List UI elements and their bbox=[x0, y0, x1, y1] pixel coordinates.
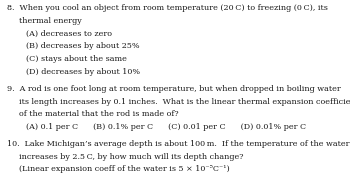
Text: (Linear expansion coeff of the water is 5 × 10⁻⁵C⁻¹): (Linear expansion coeff of the water is … bbox=[19, 165, 230, 173]
Text: 8.  When you cool an object from room temperature (20 C) to freezing (0 C), its: 8. When you cool an object from room tem… bbox=[7, 4, 328, 12]
Text: of the material that the rod is made of?: of the material that the rod is made of? bbox=[19, 110, 179, 118]
Text: (C) stays about the same: (C) stays about the same bbox=[26, 55, 127, 63]
Text: 10.  Lake Michigan’s average depth is about 100 m.  If the temperature of the wa: 10. Lake Michigan’s average depth is abo… bbox=[7, 140, 350, 148]
Text: (D) decreases by about 10%: (D) decreases by about 10% bbox=[26, 68, 140, 76]
Text: (A) decreases to zero: (A) decreases to zero bbox=[26, 30, 112, 38]
Text: (B) decreases by about 25%: (B) decreases by about 25% bbox=[26, 42, 140, 50]
Text: 9.  A rod is one foot long at room temperature, but when dropped in boiling wate: 9. A rod is one foot long at room temper… bbox=[7, 85, 341, 93]
Text: (A) 0.1 per C      (B) 0.1% per C      (C) 0.01 per C      (D) 0.01% per C: (A) 0.1 per C (B) 0.1% per C (C) 0.01 pe… bbox=[26, 123, 306, 131]
Text: increases by 2.5 C, by how much will its depth change?: increases by 2.5 C, by how much will its… bbox=[19, 153, 244, 161]
Text: its length increases by 0.1 inches.  What is the linear thermal expansion coeffi: its length increases by 0.1 inches. What… bbox=[19, 98, 350, 106]
Text: thermal energy: thermal energy bbox=[19, 17, 82, 25]
